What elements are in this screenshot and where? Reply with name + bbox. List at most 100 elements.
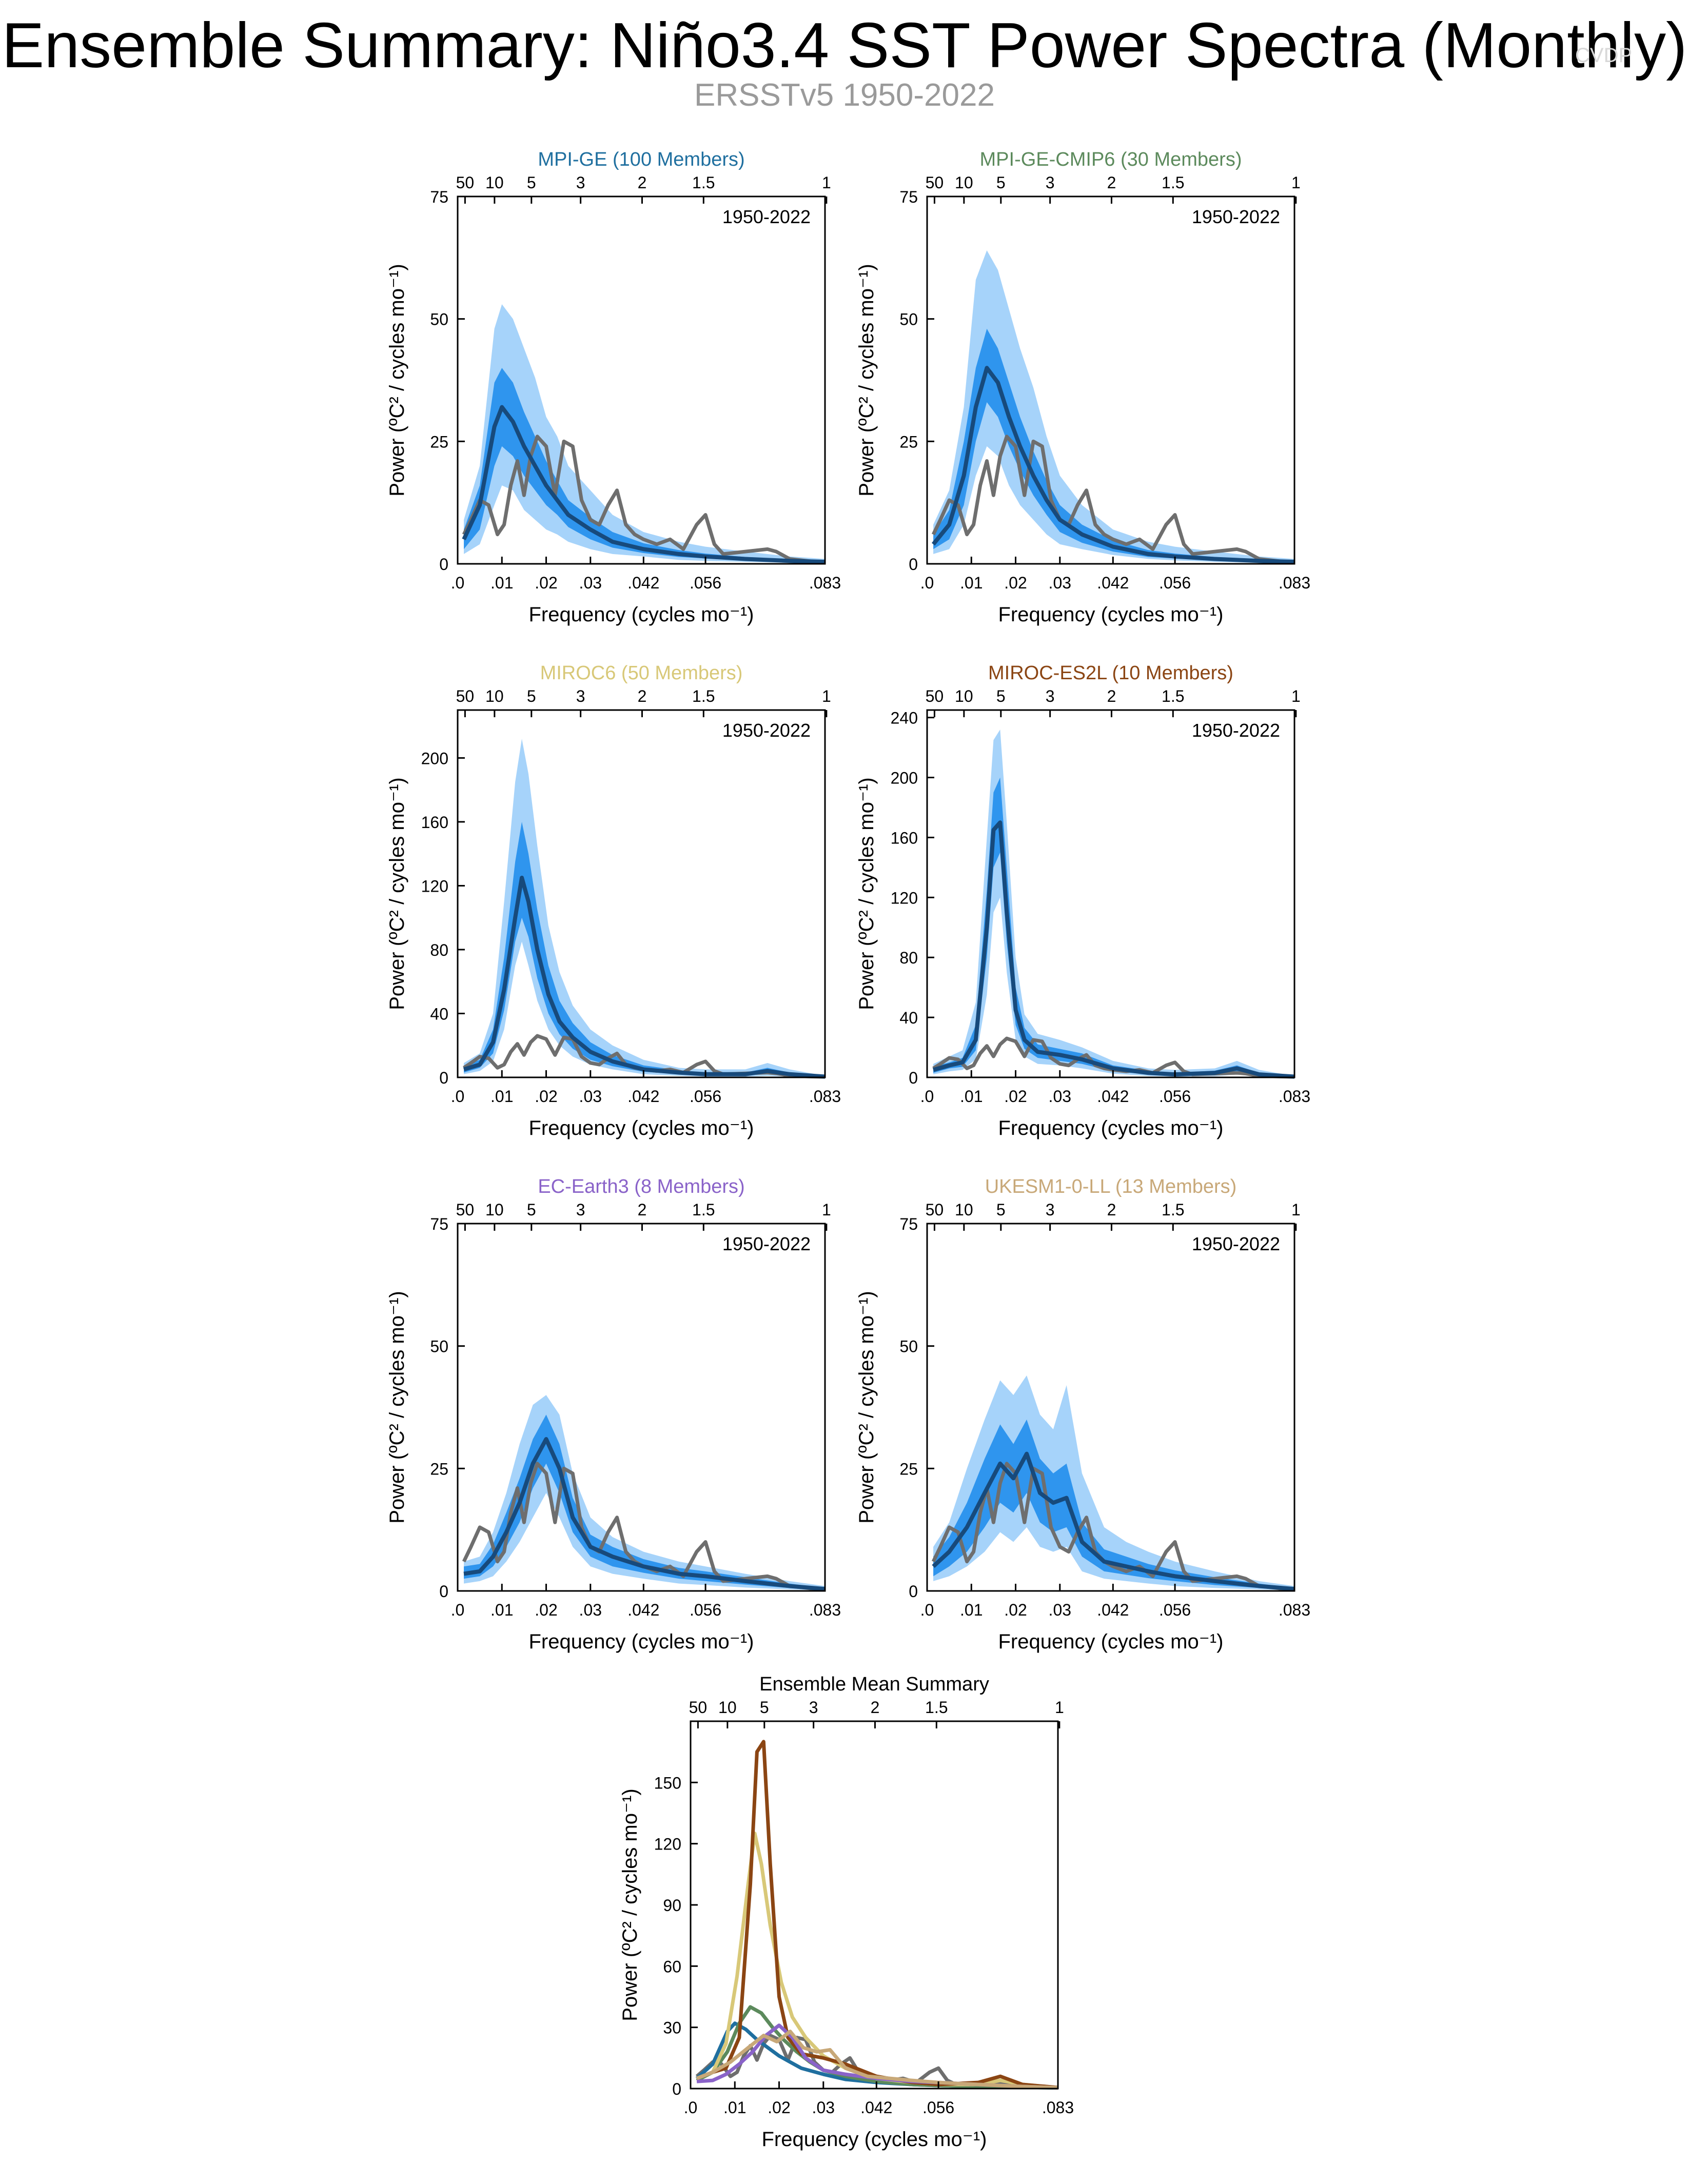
y-tick-label: 0	[909, 555, 918, 574]
top-tick-label: 50	[926, 173, 944, 192]
x-tick-label: .042	[1097, 1601, 1129, 1619]
x-tick-label: .042	[627, 574, 659, 592]
top-tick-label: 1	[1291, 173, 1301, 192]
y-tick-label: 25	[430, 1460, 448, 1478]
x-tick-label: .042	[627, 1087, 659, 1106]
top-tick-label: 1	[822, 173, 831, 192]
top-tick-label: 2	[1107, 1201, 1116, 1219]
x-tick-label: .056	[922, 2098, 954, 2117]
panel-title: Ensemble Mean Summary	[759, 1674, 989, 1695]
top-tick-label: 50	[689, 1698, 708, 1717]
x-tick-label: .02	[535, 574, 557, 592]
x-tick-label: .0	[920, 1601, 934, 1619]
x-axis-label: Frequency (cycles mo⁻¹)	[998, 1630, 1224, 1653]
top-tick-label: 5	[527, 687, 536, 705]
ensemble-mean-line	[463, 875, 826, 1079]
y-axis-label: Power (ºC² / cycles mo⁻¹)	[386, 777, 408, 1010]
x-tick-label: .01	[723, 2098, 746, 2117]
x-axis-label: Frequency (cycles mo⁻¹)	[762, 2128, 987, 2151]
y-tick-label: 0	[439, 555, 448, 574]
y-tick-label: 0	[672, 2080, 681, 2098]
y-tick-label: 50	[899, 1337, 918, 1356]
top-tick-label: 2	[1107, 687, 1116, 705]
ensemble-mean-line	[932, 820, 1295, 1079]
x-tick-label: .01	[960, 574, 983, 592]
ensemble-mean-line	[463, 1437, 826, 1591]
x-tick-label: .02	[1004, 1087, 1027, 1106]
x-tick-label: .0	[451, 574, 465, 592]
y-axis-label: Power (ºC² / cycles mo⁻¹)	[386, 1291, 408, 1524]
x-tick-label: .0	[451, 1087, 465, 1106]
panel-title: UKESM1-0-LL (13 Members)	[985, 1176, 1237, 1197]
top-tick-label: 50	[456, 687, 475, 705]
x-tick-label: .03	[1049, 1601, 1071, 1619]
y-tick-label: 160	[891, 829, 918, 847]
top-tick-label: 10	[485, 1201, 504, 1219]
x-tick-label: .02	[1004, 1601, 1027, 1619]
y-axis-label: Power (ºC² / cycles mo⁻¹)	[855, 1291, 878, 1524]
x-tick-label: .0	[920, 574, 934, 592]
y-tick-label: 25	[430, 432, 448, 451]
top-tick-label: 3	[576, 1201, 585, 1219]
x-tick-label: .03	[1049, 1087, 1071, 1106]
top-tick-label: 1.5	[692, 173, 715, 192]
observations-line	[462, 435, 826, 564]
panel-title: EC-Earth3 (8 Members)	[538, 1176, 744, 1197]
period-label: 1950-2022	[722, 1233, 811, 1254]
x-tick-label: .0	[451, 1601, 465, 1619]
top-tick-label: 2	[638, 173, 647, 192]
panel-title: MIROC6 (50 Members)	[540, 662, 743, 684]
period-label: 1950-2022	[722, 206, 811, 227]
top-tick-label: 1	[822, 687, 831, 705]
y-tick-label: 0	[439, 1069, 448, 1087]
top-tick-label: 3	[1046, 173, 1055, 192]
y-axis-label: Power (ºC² / cycles mo⁻¹)	[386, 264, 408, 497]
x-tick-label: .042	[860, 2098, 892, 2117]
top-tick-label: 5	[527, 1201, 536, 1219]
x-tick-label: .056	[690, 574, 721, 592]
top-tick-label: 10	[718, 1698, 737, 1717]
x-tick-label: .01	[490, 574, 513, 592]
top-tick-label: 3	[576, 173, 585, 192]
x-tick-label: .042	[1097, 574, 1129, 592]
y-tick-label: 0	[439, 1582, 448, 1601]
x-tick-label: .03	[579, 574, 602, 592]
x-tick-label: .03	[579, 1087, 602, 1106]
y-tick-label: 200	[421, 749, 448, 768]
observations-line	[931, 435, 1295, 564]
y-tick-label: 80	[430, 941, 448, 959]
top-tick-label: 1	[1291, 1201, 1301, 1219]
period-label: 1950-2022	[1192, 720, 1280, 741]
y-tick-label: 60	[663, 1957, 681, 1976]
top-tick-label: 1.5	[1162, 687, 1184, 705]
top-tick-label: 2	[1107, 173, 1116, 192]
y-tick-label: 25	[899, 432, 918, 451]
x-axis-label: Frequency (cycles mo⁻¹)	[529, 603, 754, 626]
x-tick-label: .01	[960, 1601, 983, 1619]
panel-title: MPI-GE (100 Members)	[538, 149, 744, 170]
ensemble-mean-line	[931, 366, 1295, 564]
y-axis-label: Power (ºC² / cycles mo⁻¹)	[855, 777, 878, 1010]
x-tick-label: .01	[490, 1601, 513, 1619]
x-tick-label: .03	[1049, 574, 1071, 592]
y-tick-label: 90	[663, 1896, 681, 1915]
x-tick-label: .042	[627, 1601, 659, 1619]
top-tick-label: 2	[871, 1698, 880, 1717]
top-tick-label: 10	[955, 1201, 973, 1219]
panel-title: MIROC-ES2L (10 Members)	[988, 662, 1233, 684]
y-tick-label: 240	[891, 709, 918, 727]
x-tick-label: .03	[812, 2098, 835, 2117]
x-tick-label: .01	[960, 1087, 983, 1106]
x-tick-label: .083	[809, 1087, 841, 1106]
x-tick-label: .02	[535, 1087, 557, 1106]
y-axis-label: Power (ºC² / cycles mo⁻¹)	[619, 1788, 641, 2021]
y-tick-label: 30	[663, 2019, 681, 2037]
top-tick-label: 3	[1046, 1201, 1055, 1219]
ensemble-mean-line	[932, 1451, 1295, 1591]
x-tick-label: .083	[809, 574, 841, 592]
uncertainty-band-outer	[933, 250, 1294, 564]
x-tick-label: .083	[1279, 1601, 1310, 1619]
x-tick-label: .056	[690, 1087, 721, 1106]
